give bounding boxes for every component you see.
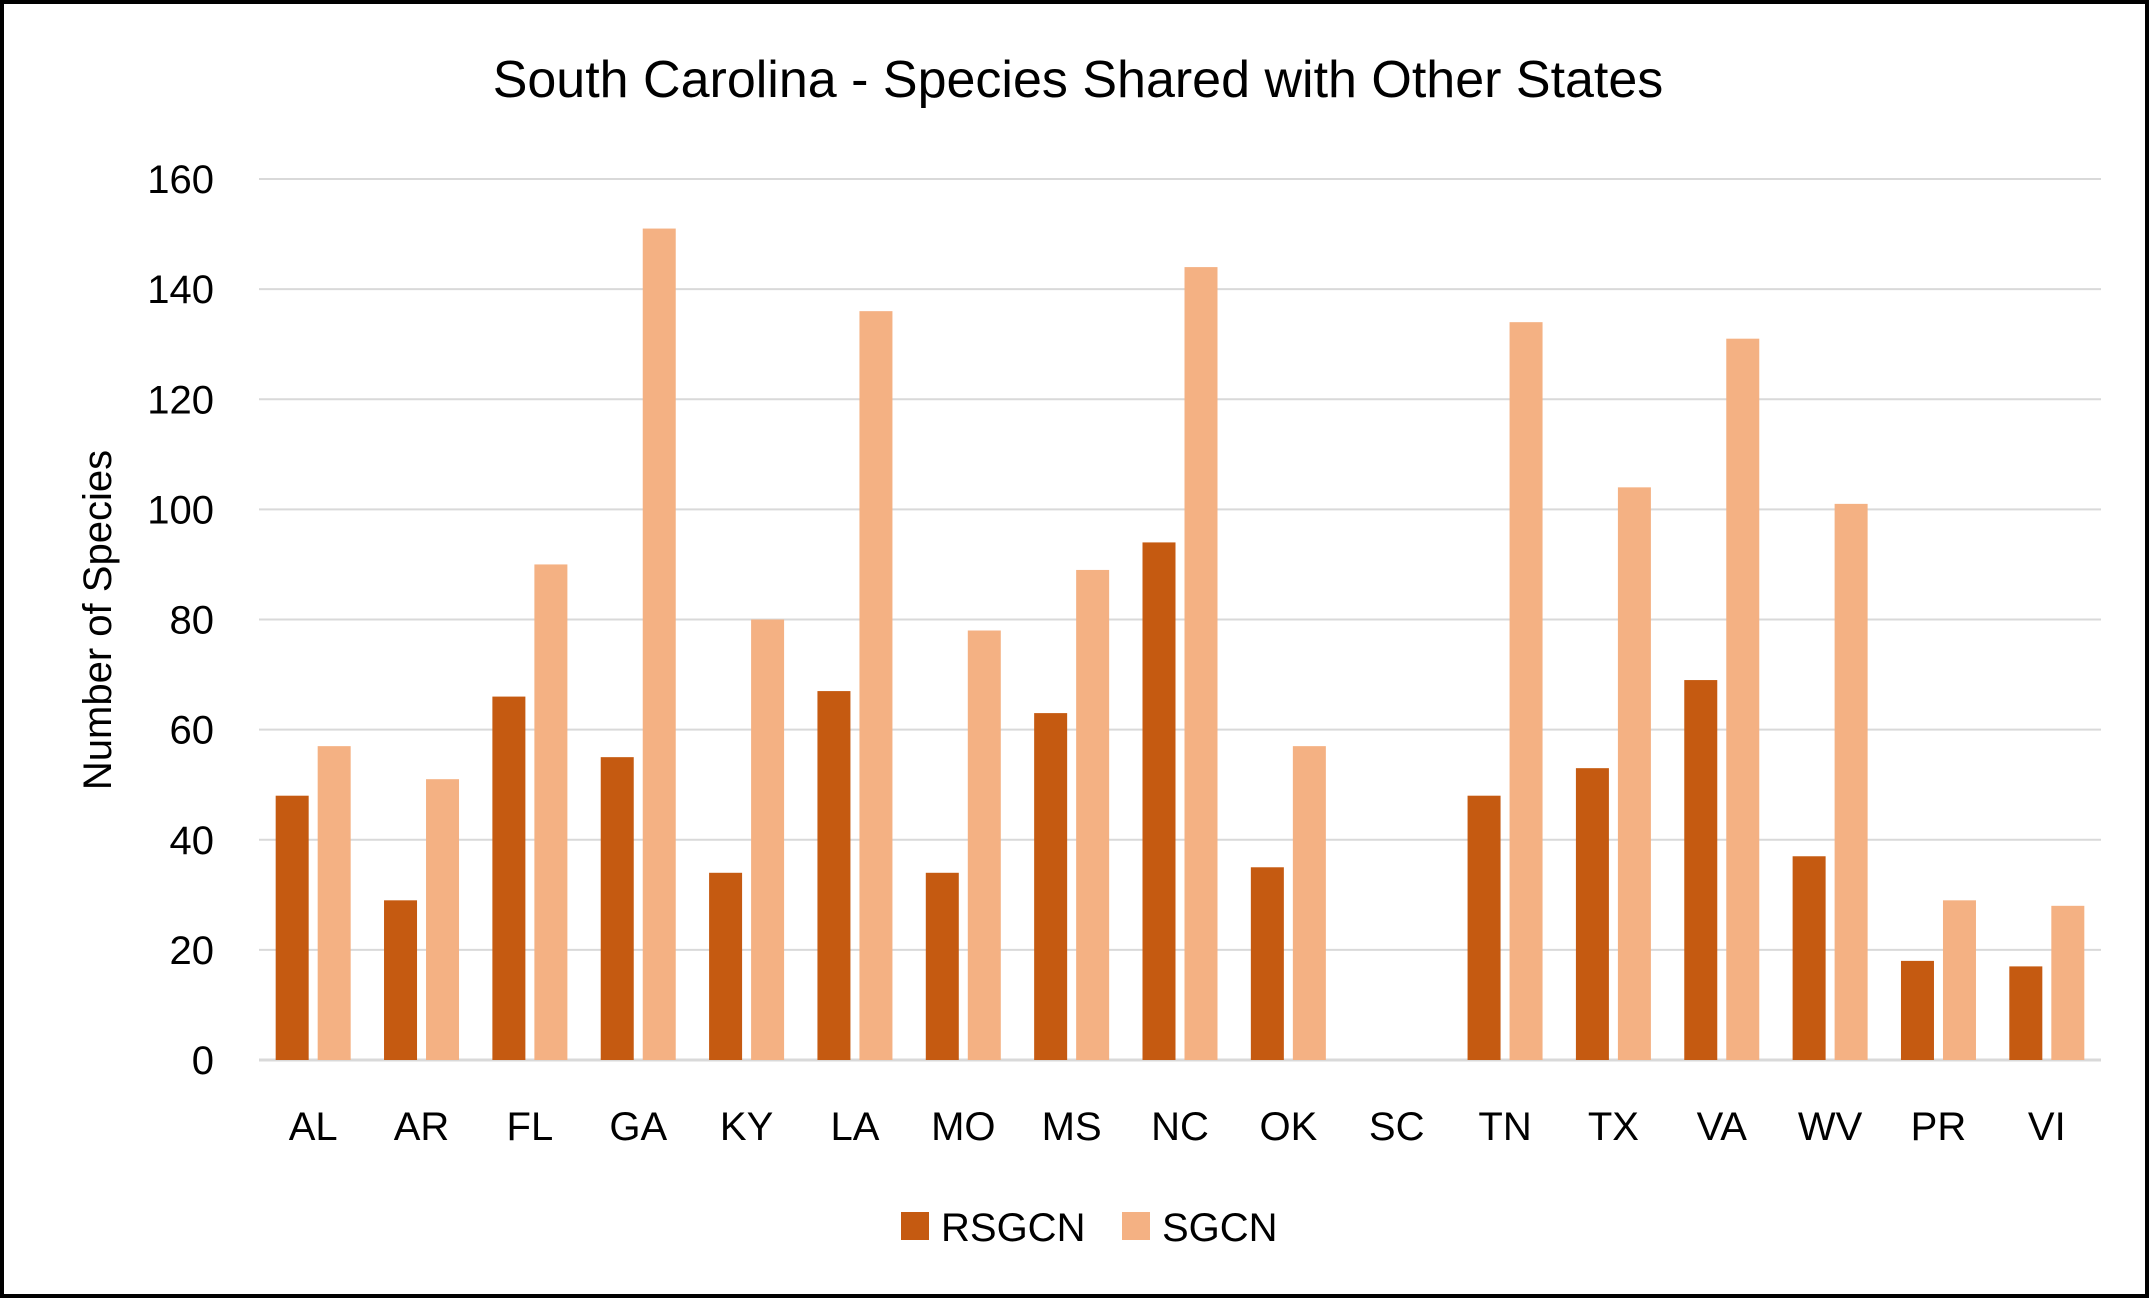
bar-sgcn-pr [1942, 900, 1976, 1060]
bar-sgcn-la [859, 311, 893, 1060]
bar-rsgcn-fl [492, 696, 526, 1060]
y-tick-label: 80 [170, 599, 215, 643]
legend-label-sgcn: SGCN [1162, 1206, 1278, 1250]
y-tick-label: 60 [170, 709, 215, 753]
x-tick-label: PR [1911, 1105, 1967, 1149]
x-tick-label: NC [1151, 1105, 1209, 1149]
bar-chart: South Carolina - Species Shared with Oth… [76, 51, 2101, 1250]
bar-sgcn-mo [967, 630, 1001, 1060]
x-tick-label: MS [1042, 1105, 1102, 1149]
bar-rsgcn-tn [1467, 795, 1501, 1060]
x-tick-label: GA [609, 1105, 667, 1149]
x-tick-label: SC [1369, 1105, 1425, 1149]
bar-sgcn-ok [1292, 746, 1326, 1060]
bar-rsgcn-pr [1900, 960, 1934, 1060]
x-tick-label: AL [289, 1105, 338, 1149]
x-tick-label: VA [1697, 1105, 1748, 1149]
bar-rsgcn-nc [1142, 542, 1176, 1060]
bar-rsgcn-ga [600, 757, 634, 1060]
bar-rsgcn-wv [1792, 856, 1826, 1060]
y-tick-label: 40 [170, 819, 215, 863]
x-tick-label: TX [1588, 1105, 1639, 1149]
y-tick-label: 140 [147, 268, 214, 312]
bars [275, 228, 2085, 1061]
bar-sgcn-tn [1509, 322, 1543, 1061]
x-tick-label: KY [720, 1105, 773, 1149]
y-tick-label: 0 [192, 1039, 214, 1083]
bar-rsgcn-vi [2009, 966, 2043, 1060]
x-tick-labels: AL AR FL GA KY LA MO MS NC OK SC TN TX VA WV PR VI [289, 1105, 2066, 1149]
bar-rsgcn-la [817, 691, 851, 1060]
x-tick-label: WV [1798, 1105, 1863, 1149]
bar-sgcn-al [317, 746, 351, 1060]
bar-sgcn-ky [751, 619, 785, 1060]
bar-sgcn-vi [2051, 905, 2085, 1060]
bar-rsgcn-tx [1575, 768, 1609, 1060]
y-tick-label: 100 [147, 488, 214, 532]
chart-title: South Carolina - Species Shared with Oth… [493, 51, 1664, 109]
bar-sgcn-tx [1617, 487, 1651, 1061]
bar-rsgcn-ky [709, 872, 743, 1060]
y-tick-label: 120 [147, 378, 214, 422]
x-tick-label: FL [507, 1105, 554, 1149]
y-tick-label: 160 [147, 158, 214, 202]
bar-sgcn-fl [534, 564, 568, 1060]
bar-rsgcn-ok [1250, 867, 1284, 1060]
bar-sgcn-wv [1834, 503, 1868, 1060]
bar-rsgcn-mo [925, 872, 959, 1060]
x-tick-label: TN [1478, 1105, 1531, 1149]
bar-sgcn-va [1726, 338, 1760, 1060]
bar-rsgcn-ms [1034, 713, 1068, 1060]
legend: RSGCN SGCN [901, 1206, 1278, 1250]
x-tick-label: LA [830, 1105, 879, 1149]
y-axis-label: Number of Species [76, 450, 120, 790]
x-tick-label: OK [1259, 1105, 1317, 1149]
y-tick-labels: 0 20 40 60 80 100 120 140 160 [147, 158, 214, 1083]
x-tick-label: AR [394, 1105, 450, 1149]
bar-sgcn-ms [1076, 569, 1110, 1060]
bar-sgcn-ar [426, 779, 460, 1060]
legend-swatch-sgcn [1122, 1212, 1150, 1240]
legend-label-rsgcn: RSGCN [941, 1206, 1085, 1250]
x-tick-label: VI [2028, 1105, 2066, 1149]
bar-rsgcn-al [275, 795, 309, 1060]
x-tick-label: MO [931, 1105, 995, 1149]
legend-swatch-rsgcn [901, 1212, 929, 1240]
bar-rsgcn-va [1684, 680, 1718, 1060]
bar-sgcn-ga [642, 228, 676, 1060]
bar-rsgcn-ar [384, 900, 418, 1060]
bar-sgcn-nc [1184, 267, 1218, 1061]
y-tick-label: 20 [170, 929, 215, 973]
